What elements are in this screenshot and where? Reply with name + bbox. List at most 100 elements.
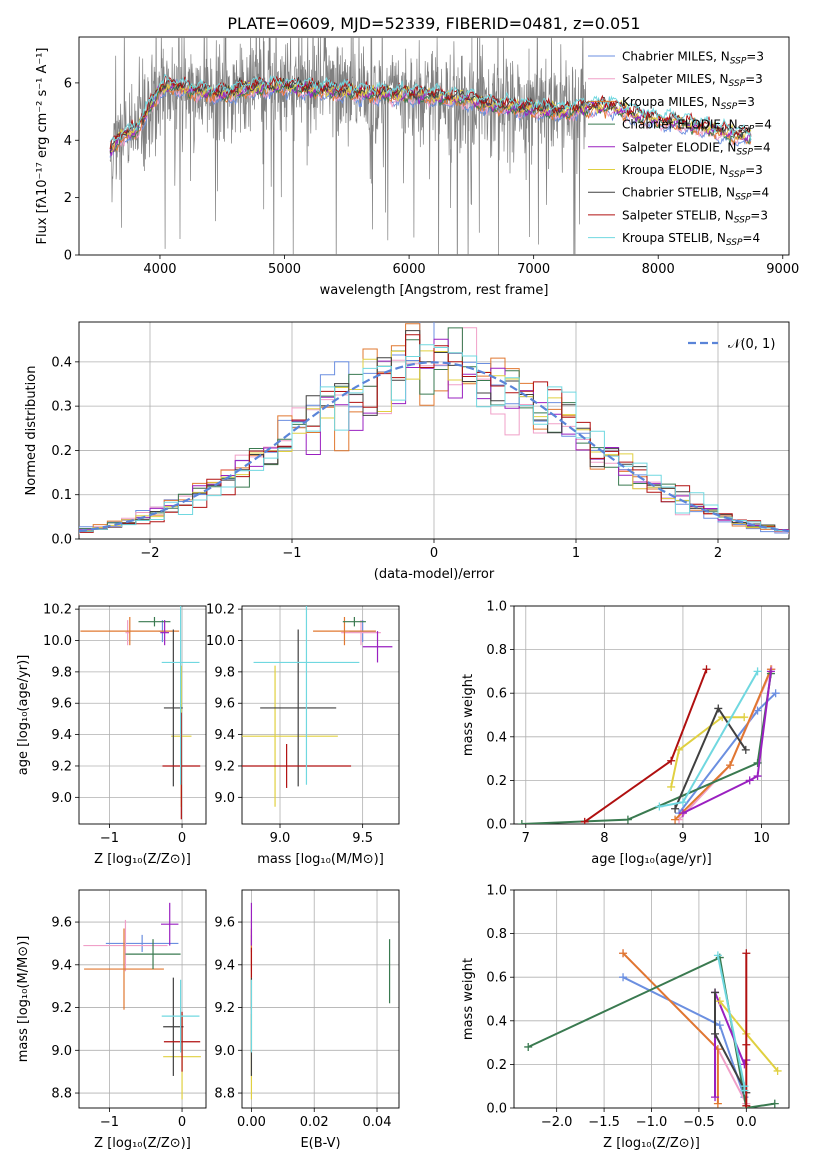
x-tick-label: 9000 bbox=[766, 262, 799, 277]
model-spectrum-line bbox=[109, 73, 752, 143]
legend-entry: Chabrier STELIB, NSSP=4 bbox=[622, 186, 769, 203]
mass-weight-line bbox=[521, 673, 772, 824]
plot-area bbox=[80, 606, 201, 820]
mass-weight-marker bbox=[713, 1099, 722, 1108]
mass-weight-marker bbox=[766, 667, 775, 676]
figure-title: PLATE=0609, MJD=52339, FIBERID=0481, z=0… bbox=[227, 14, 640, 33]
axes-frame bbox=[78, 889, 207, 1109]
plot-area bbox=[524, 949, 782, 1108]
y-tick-label: 9.2 bbox=[51, 1001, 72, 1016]
y-tick-label: 0.6 bbox=[486, 687, 507, 702]
mass-weight-marker bbox=[770, 1099, 779, 1108]
legend-entry: Chabrier ELODIE, NSSP=4 bbox=[622, 118, 772, 135]
y-tick-label: 10.0 bbox=[43, 634, 72, 649]
plot-area bbox=[250, 902, 391, 1100]
mass-weight-line bbox=[622, 952, 719, 1104]
x-tick-label: 0.00 bbox=[237, 1115, 266, 1130]
y-tick-label: 9.4 bbox=[51, 958, 72, 973]
y-axis-label: Normed distribution bbox=[24, 366, 39, 496]
panel-residuals: −2 −1 0 1 2 0.0 0.1 0.2 0.3 0.4 (data-model)/error… bbox=[24, 321, 790, 582]
y-tick-label: 0.8 bbox=[486, 927, 507, 942]
mass-weight-marker bbox=[715, 1021, 724, 1030]
mass-weight-line bbox=[682, 671, 772, 814]
x-axis-label: Z [log₁₀(Z/Z⊙)] bbox=[94, 1136, 191, 1151]
mass-weight-marker bbox=[671, 804, 680, 813]
mass-weight-marker bbox=[714, 704, 723, 713]
y-tick-label: 0.6 bbox=[486, 971, 507, 986]
x-tick-label: −1 bbox=[100, 1115, 119, 1130]
x-tick-label: 0 bbox=[178, 1115, 186, 1130]
y-tick-label: 9.8 bbox=[214, 665, 235, 680]
mass-weight-marker bbox=[623, 815, 632, 824]
x-axis-label: age [log₁₀(age/yr)] bbox=[591, 852, 712, 867]
x-tick-label: 9.0 bbox=[270, 831, 291, 846]
y-tick-label: 0.4 bbox=[486, 730, 507, 745]
x-tick-label: 9 bbox=[679, 831, 687, 846]
y-tick-label: 9.2 bbox=[51, 759, 72, 774]
y-tick-label: 0.2 bbox=[51, 444, 72, 459]
y-tick-label: 8.8 bbox=[214, 1087, 235, 1102]
y-tick-label: 10.2 bbox=[206, 603, 235, 618]
x-tick-label: 0.02 bbox=[300, 1115, 329, 1130]
y-tick-label: 0.0 bbox=[51, 533, 72, 548]
y-tick-label: 0 bbox=[64, 249, 72, 264]
axes-frame bbox=[241, 889, 400, 1109]
x-tick-label: 0 bbox=[430, 546, 438, 561]
mass-weight-line bbox=[584, 668, 708, 823]
legend-entry: Salpeter MILES, NSSP=3 bbox=[622, 72, 763, 89]
legend: Chabrier MILES, NSSP=3 Salpeter MILES, NS… bbox=[588, 50, 772, 248]
mass-weight-marker bbox=[711, 1093, 720, 1102]
y-tick-label: 0.1 bbox=[51, 488, 72, 503]
y-tick-label: 0.4 bbox=[486, 1014, 507, 1029]
plot-area bbox=[242, 606, 393, 807]
x-axis-label: Z [log₁₀(Z/Z⊙)] bbox=[603, 1136, 700, 1151]
plot-area bbox=[109, 37, 752, 255]
mass-weight-line bbox=[678, 668, 773, 821]
panel-massweight-vs-Z: −2.0 −1.5 −1.0 −0.5 0.0 0.0 0.2 0.4 0.6 0.8 1.0 Z [… bbox=[461, 884, 790, 1151]
axes-frame bbox=[513, 605, 790, 825]
mass-weight-marker bbox=[753, 706, 762, 715]
plot-area bbox=[83, 902, 201, 1100]
y-tick-label: 9.0 bbox=[214, 791, 235, 806]
panel-mass-vs-ebv: 0.00 0.02 0.04 8.8 9.0 9.2 9.4 9.6 E(B-V) bbox=[214, 889, 400, 1151]
y-tick-label: 9.6 bbox=[51, 916, 72, 931]
x-axis-label: (data-model)/error bbox=[374, 567, 495, 582]
x-tick-label: −1.0 bbox=[636, 1115, 668, 1130]
axes-frame bbox=[78, 605, 207, 825]
mass-weight-line bbox=[670, 716, 745, 788]
y-axis-label: age [log₁₀(age/yr)] bbox=[16, 655, 31, 776]
mass-weight-marker bbox=[753, 667, 762, 676]
x-tick-label: −0.5 bbox=[683, 1115, 715, 1130]
y-tick-label: 2 bbox=[64, 191, 72, 206]
mass-weight-marker bbox=[671, 815, 680, 824]
y-tick-label: 8.8 bbox=[51, 1087, 72, 1102]
model-spectrum-line bbox=[109, 84, 752, 158]
mass-weight-marker bbox=[742, 949, 751, 958]
y-tick-label: 9.0 bbox=[51, 791, 72, 806]
panel-spectrum: 4000 5000 6000 7000 8000 9000 0 2 4 6 wavelength [… bbox=[35, 36, 799, 298]
y-tick-label: 4 bbox=[64, 134, 72, 149]
mass-weight-marker bbox=[517, 820, 526, 824]
mass-weight-marker bbox=[667, 782, 676, 791]
x-tick-label: 7 bbox=[522, 831, 530, 846]
y-tick-label: 9.4 bbox=[214, 728, 235, 743]
x-tick-label: −1.5 bbox=[588, 1115, 620, 1130]
y-tick-label: 0.0 bbox=[486, 818, 507, 833]
panel-massweight-vs-age: 7 8 9 10 0.0 0.2 0.4 0.6 0.8 1.0 age [log₁₀(age/yr… bbox=[461, 600, 790, 867]
panel-age-vs-mass: 9.0 9.5 9.0 9.2 9.4 9.6 9.8 10.0 10.2 mass [log₁₀… bbox=[206, 603, 400, 867]
y-tick-label: 9.0 bbox=[51, 1044, 72, 1059]
plot-area bbox=[79, 322, 789, 536]
y-tick-label: 0.3 bbox=[51, 400, 72, 415]
mass-weight-marker bbox=[741, 745, 750, 754]
x-tick-label: −1 bbox=[282, 546, 301, 561]
x-tick-label: 8000 bbox=[642, 262, 675, 277]
x-tick-label: −2.0 bbox=[541, 1115, 573, 1130]
legend-entry: 𝒩(0, 1) bbox=[728, 337, 775, 352]
panel-age-vs-Z: −1 0 9.0 9.2 9.4 9.6 9.8 10.0 10.2 Z [log₁₀(Z/Z⊙)… bbox=[16, 603, 207, 867]
y-tick-label: 1.0 bbox=[486, 884, 507, 899]
legend-entry: Chabrier MILES, NSSP=3 bbox=[622, 50, 764, 67]
legend-entry: Salpeter ELODIE, NSSP=4 bbox=[622, 140, 771, 157]
y-tick-label: 9.6 bbox=[214, 916, 235, 931]
mass-weight-marker bbox=[742, 1040, 751, 1049]
